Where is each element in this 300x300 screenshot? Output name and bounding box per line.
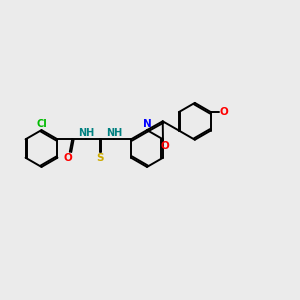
Text: Cl: Cl xyxy=(37,118,47,128)
Text: O: O xyxy=(64,153,73,163)
Text: NH: NH xyxy=(78,128,94,138)
Text: NH: NH xyxy=(106,128,122,138)
Text: N: N xyxy=(143,118,152,128)
Text: O: O xyxy=(219,107,228,117)
Text: O: O xyxy=(160,141,169,151)
Text: S: S xyxy=(96,153,104,163)
